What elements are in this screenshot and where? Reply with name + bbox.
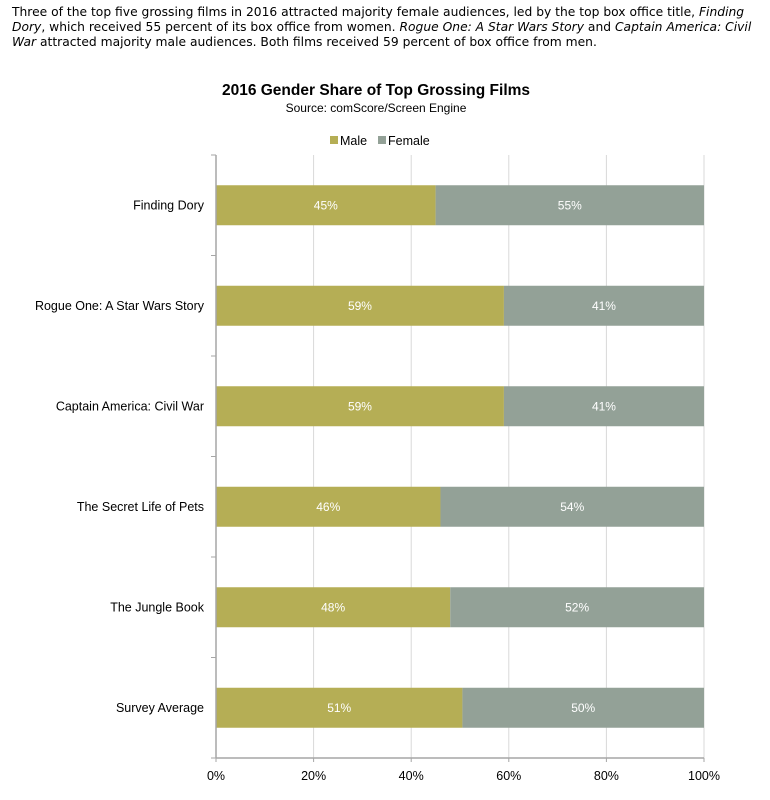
data-label-female: 41% bbox=[592, 399, 616, 413]
bar-male bbox=[216, 185, 436, 226]
intro-title-finding-dory: Finding Dory bbox=[12, 5, 745, 34]
x-tick-label: 80% bbox=[594, 769, 619, 783]
data-label-female: 50% bbox=[571, 701, 595, 715]
intro-title-captain-america: Captain America: Civil War bbox=[12, 20, 752, 49]
bar-female bbox=[450, 587, 704, 628]
intro-text: , which received 55 percent of its box o… bbox=[41, 20, 400, 34]
bar-female bbox=[462, 687, 704, 728]
data-label-male: 48% bbox=[321, 600, 345, 614]
x-tick-label: 20% bbox=[301, 769, 326, 783]
category-label: Finding Dory bbox=[133, 198, 205, 212]
bar-male bbox=[216, 285, 504, 326]
category-label: The Secret Life of Pets bbox=[77, 500, 204, 514]
intro-paragraph: Three of the top five grossing films in … bbox=[12, 5, 752, 50]
data-label-male: 45% bbox=[314, 198, 338, 212]
bar-male bbox=[216, 687, 463, 728]
intro-text: Three of the top five grossing films in … bbox=[12, 5, 699, 19]
bar-male bbox=[216, 386, 504, 427]
bar-female bbox=[503, 386, 704, 427]
legend-label-male: Male bbox=[340, 134, 367, 148]
data-label-male: 59% bbox=[348, 399, 372, 413]
legend-swatch-female bbox=[378, 136, 386, 144]
bar-male bbox=[216, 587, 451, 628]
intro-text: and bbox=[584, 20, 615, 34]
data-label-female: 54% bbox=[560, 500, 584, 514]
data-label-male: 59% bbox=[348, 299, 372, 313]
x-tick-label: 60% bbox=[496, 769, 521, 783]
legend-label-female: Female bbox=[388, 134, 430, 148]
data-label-female: 55% bbox=[558, 198, 582, 212]
chart-title: 2016 Gender Share of Top Grossing Films bbox=[222, 82, 530, 99]
bar-female bbox=[503, 285, 704, 326]
intro-text: attracted majority male audiences. Both … bbox=[36, 35, 597, 49]
data-label-male: 46% bbox=[316, 500, 340, 514]
x-tick-label: 40% bbox=[399, 769, 424, 783]
category-label: Captain America: Civil War bbox=[56, 399, 204, 413]
legend: Male Female bbox=[330, 134, 430, 148]
bar-female bbox=[440, 486, 704, 527]
category-label: Survey Average bbox=[116, 701, 204, 715]
bar-female bbox=[435, 185, 704, 226]
data-label-male: 51% bbox=[327, 701, 351, 715]
bar-male bbox=[216, 486, 441, 527]
data-label-female: 41% bbox=[592, 299, 616, 313]
chart-subtitle: Source: comScore/Screen Engine bbox=[286, 101, 467, 115]
category-label: The Jungle Book bbox=[110, 600, 205, 614]
x-tick-label: 100% bbox=[688, 769, 720, 783]
intro-title-rogue-one: Rogue One: A Star Wars Story bbox=[399, 20, 585, 34]
data-label-female: 52% bbox=[565, 600, 589, 614]
legend-swatch-male bbox=[330, 136, 338, 144]
x-tick-label: 0% bbox=[207, 769, 225, 783]
category-label: Rogue One: A Star Wars Story bbox=[35, 299, 205, 313]
